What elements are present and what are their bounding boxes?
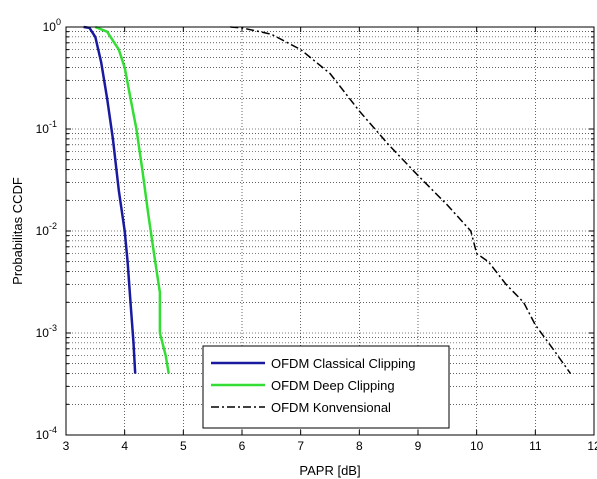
x-tick-label: 7 — [297, 439, 304, 453]
y-tick-label: 10-2 — [36, 221, 57, 238]
series-line-2 — [94, 25, 170, 374]
x-tick-label: 6 — [239, 439, 246, 453]
y-tick-label: 10-4 — [36, 425, 57, 442]
legend-label-3: OFDM Konvensional — [271, 400, 391, 415]
x-tick-labels: 3 4 5 6 7 8 9 10 11 12 — [63, 439, 597, 453]
y-tick-label: 100 — [43, 17, 61, 34]
ticks — [65, 26, 595, 436]
legend-label-1: OFDM Classical Clipping — [271, 356, 415, 371]
series-line-1 — [83, 25, 137, 374]
y-tick-label: 10-3 — [36, 323, 57, 340]
legend-box — [202, 345, 450, 429]
legend: OFDM Classical Clipping OFDM Deep Clippin… — [202, 345, 450, 429]
x-tick-label: 10 — [470, 439, 484, 453]
series-line-3 — [230, 26, 572, 375]
x-tick-label: 9 — [415, 439, 422, 453]
series-group — [83, 25, 572, 375]
x-tick-label: 11 — [529, 439, 542, 453]
x-tick-label: 12 — [587, 439, 597, 453]
y-axis-label: Probabilitas CCDF — [10, 177, 25, 285]
x-tick-label: 5 — [180, 439, 187, 453]
x-tick-label: 4 — [121, 439, 128, 453]
y-tick-label: 10-1 — [36, 119, 57, 136]
y-tick-labels: 100 10-1 10-2 10-3 10-4 — [36, 17, 61, 442]
legend-label-2: OFDM Deep Clipping — [271, 378, 395, 393]
x-tick-label: 8 — [356, 439, 363, 453]
x-tick-label: 3 — [63, 439, 70, 453]
x-axis-label: PAPR [dB] — [299, 463, 360, 478]
